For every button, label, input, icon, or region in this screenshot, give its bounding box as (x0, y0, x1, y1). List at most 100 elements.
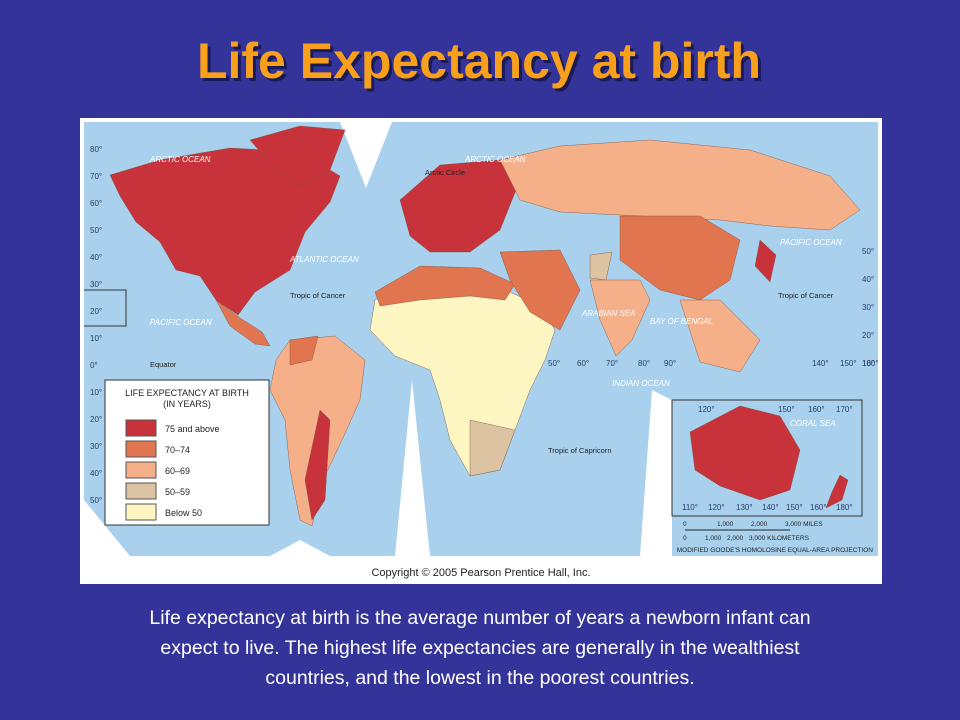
legend-swatch (125, 503, 157, 521)
latitude-label: 20° (90, 415, 102, 424)
country-region (825, 474, 849, 509)
latitude-label: 40° (90, 253, 102, 262)
latitude-label: 80° (90, 145, 102, 154)
latitude-label: 40° (90, 469, 102, 478)
longitude-label: 170° (836, 405, 853, 414)
latitude-label: 30° (862, 303, 874, 312)
caption-line: Life expectancy at birth is the average … (149, 607, 810, 629)
legend-label: 50–59 (165, 487, 190, 497)
line-label: Tropic of Cancer (290, 291, 346, 300)
scale-label: 2,000 (751, 521, 768, 528)
latitude-label: 30° (90, 280, 102, 289)
longitude-label: 160° (808, 405, 825, 414)
line-label: Equator (150, 360, 177, 369)
latitude-label: 20° (862, 331, 874, 340)
ocean-label: CORAL SEA (790, 419, 836, 428)
ocean-label: ARCTIC OCEAN (464, 155, 526, 164)
country-region (589, 251, 613, 281)
longitude-label: 150° (786, 503, 803, 512)
legend-label: 70–74 (165, 445, 190, 455)
legend-label: 75 and above (165, 424, 220, 434)
scale-label: 0 (683, 535, 687, 542)
line-label: Tropic of Capricorn (548, 446, 612, 455)
longitude-label: 140° (812, 359, 829, 368)
ocean-label: ATLANTIC OCEAN (289, 255, 359, 264)
longitude-label: 50° (548, 359, 560, 368)
country-region (689, 405, 801, 501)
legend-title: LIFE EXPECTANCY AT BIRTH (125, 388, 249, 398)
country-region (215, 299, 271, 347)
title-shadow: Life Expectancy at birth (200, 36, 764, 92)
country-region (499, 249, 581, 331)
longitude-label: 70° (606, 359, 618, 368)
title: Life Expectancy at birth (197, 33, 761, 89)
legend-items: 75 and above 70–74 60–69 50–59 Below 50 (125, 419, 220, 521)
longitude-label: 150° (778, 405, 795, 414)
latitude-label: 50° (90, 496, 102, 505)
caption-line: expect to live. The highest life expecta… (160, 637, 800, 659)
country-region (754, 239, 777, 283)
longitude-label: 120° (698, 405, 715, 414)
country-region (289, 335, 319, 366)
latitude-label: 10° (862, 359, 874, 368)
copyright: Copyright © 2005 Pearson Prentice Hall, … (371, 567, 590, 579)
caption-line: countries, and the lowest in the poorest… (265, 667, 694, 689)
longitude-label: 180° (836, 503, 853, 512)
legend-title: (IN YEARS) (163, 399, 211, 409)
line-label: Tropic of Cancer (778, 291, 834, 300)
latitude-label: 40° (862, 275, 874, 284)
country-region (304, 409, 331, 521)
latitude-label: 10° (90, 334, 102, 343)
ocean-label: PACIFIC OCEAN (780, 238, 842, 247)
legend-swatch (125, 440, 157, 458)
longitude-label: 130° (736, 503, 753, 512)
scale-label: 0 (683, 521, 687, 528)
longitude-label: 110° (682, 503, 698, 512)
longitude-label: 80° (638, 359, 650, 368)
scale-label: 2,000 (727, 535, 744, 542)
legend-label: Below 50 (165, 508, 202, 518)
country-region (619, 215, 741, 301)
latitude-label: 50° (90, 226, 102, 235)
country-region (679, 299, 761, 373)
longitude-label: 60° (577, 359, 589, 368)
latitude-label: 10° (90, 388, 102, 397)
longitude-label: 160° (810, 503, 827, 512)
scale-label: 3,000 KILOMETERS (749, 535, 810, 542)
country-region (249, 125, 346, 187)
longitude-label: 140° (762, 503, 779, 512)
country-region (399, 159, 521, 253)
scale-bar: 0 1,000 2,000 3,000 MILES 0 1,000 2,000 3,000 K… (683, 521, 823, 542)
latitude-label: 70° (90, 172, 102, 181)
ocean-label: ARCTIC OCEAN (149, 155, 211, 164)
latitude-label: 50° (862, 247, 874, 256)
country-region (374, 265, 516, 307)
australia (689, 405, 849, 509)
ocean-label: BAY OF BENGAL (650, 317, 713, 326)
legend-swatch (125, 461, 157, 479)
legend-label: 60–69 (165, 466, 190, 476)
latitude-label: 30° (90, 442, 102, 451)
land (109, 125, 861, 527)
ocean-label: PACIFIC OCEAN (150, 318, 212, 327)
line-label: Arctic Circle (425, 168, 465, 177)
country-region (469, 419, 516, 477)
country-region (589, 279, 651, 357)
country-region (499, 139, 861, 231)
longitude-label: 90° (664, 359, 676, 368)
longitude-label: 120° (708, 503, 725, 512)
legend-swatch (125, 482, 157, 500)
longitude-label: 160° (862, 359, 879, 368)
legend-swatch (125, 419, 157, 437)
ocean-label: ARABIAN SEA (581, 309, 635, 318)
scale-label: 3,000 MILES (785, 521, 823, 528)
longitude-label: 150° (840, 359, 857, 368)
scale-label: 1,000 (705, 535, 722, 542)
latitude-label: 0° (90, 361, 98, 370)
degree-labels: 80° 70° 60° 50° 40° 30° 20° 10° 0° 10° 20° 30° 40° 50… (90, 145, 879, 512)
inset-hawaii (84, 289, 127, 327)
scale-label: 1,000 (717, 521, 734, 528)
map: ARCTIC OCEAN ARCTIC OCEAN ATLANTIC OCEAN… (80, 118, 882, 584)
